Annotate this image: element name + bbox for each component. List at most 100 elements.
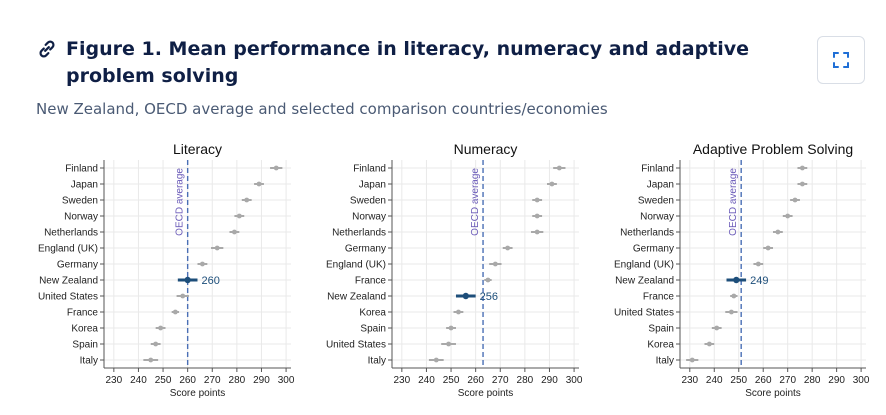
data-point [184, 276, 191, 284]
chart-title: Adaptive Problem Solving [693, 141, 853, 157]
x-tick-label: 270 [204, 375, 221, 386]
highlight-value-label: 260 [202, 275, 220, 287]
y-tick-label: Italy [80, 356, 98, 367]
y-tick-label: Germany [345, 244, 386, 255]
data-point [792, 197, 798, 203]
x-tick-label: 250 [730, 375, 747, 386]
data-point [456, 309, 461, 315]
x-tick-label: 290 [828, 375, 845, 386]
data-point [236, 213, 242, 219]
y-tick-label: France [67, 308, 99, 319]
data-point [714, 325, 720, 331]
y-tick-label: New Zealand [327, 292, 386, 303]
x-tick-label: 270 [492, 375, 509, 386]
x-tick-label: 300 [853, 375, 870, 386]
y-tick-label: England (UK) [614, 260, 674, 271]
x-tick-label: 300 [566, 375, 583, 386]
data-point [556, 165, 562, 171]
y-tick-label: New Zealand [39, 276, 98, 287]
y-tick-label: Japan [359, 180, 386, 191]
oecd-average-label: OECD average [470, 168, 481, 236]
y-tick-label: Sweden [638, 196, 674, 207]
y-tick-label: France [643, 292, 675, 303]
chart-panel-1: Literacy 230 240 250 260 270 280 290 300 Score po… [38, 141, 295, 399]
y-tick-label: Finland [65, 164, 98, 175]
expand-button[interactable] [817, 36, 865, 84]
data-point [232, 229, 237, 235]
chart-panel-2: Numeracy 230 240 250 260 270 280 290 300 Score po… [326, 141, 583, 399]
data-point [534, 213, 540, 219]
data-point [153, 341, 159, 347]
data-point [485, 277, 491, 283]
chart-title: Numeracy [454, 141, 518, 157]
data-point [731, 293, 737, 299]
y-tick-label: France [355, 276, 387, 287]
data-point [534, 197, 540, 203]
y-tick-label: Germany [57, 260, 98, 271]
y-tick-label: Sweden [350, 196, 386, 207]
y-tick-label: Spain [648, 324, 674, 335]
expand-icon [833, 52, 849, 68]
x-tick-label: 300 [278, 375, 295, 386]
y-tick-label: Netherlands [332, 228, 386, 239]
data-point [180, 293, 186, 299]
data-point [755, 261, 761, 267]
x-tick-label: 230 [105, 375, 122, 386]
chart-panel-3: Adaptive Problem Solving 230 240 250 260 270 2… [614, 141, 870, 399]
y-tick-label: United States [38, 292, 98, 303]
x-tick-label: 280 [517, 375, 534, 386]
data-point [799, 165, 805, 171]
y-tick-label: Germany [633, 244, 674, 255]
data-point [244, 197, 250, 203]
x-tick-label: 230 [681, 375, 698, 386]
x-axis-label: Score points [170, 388, 226, 399]
oecd-average-label: OECD average [728, 168, 739, 236]
y-tick-label: Sweden [62, 196, 98, 207]
x-tick-label: 270 [779, 375, 796, 386]
data-point [549, 181, 555, 187]
data-point [706, 341, 712, 347]
x-tick-label: 290 [541, 375, 558, 386]
x-tick-label: 230 [393, 375, 410, 386]
data-point [799, 181, 805, 187]
y-tick-label: Spain [360, 324, 386, 335]
y-tick-label: Korea [71, 324, 98, 335]
y-tick-label: Norway [64, 212, 98, 223]
data-point [462, 292, 470, 300]
data-point [256, 181, 262, 187]
title-row: Figure 1. Mean performance in literacy, … [36, 36, 796, 90]
y-tick-label: New Zealand [615, 276, 674, 287]
y-tick-label: England (UK) [38, 244, 98, 255]
y-tick-label: Italy [656, 356, 674, 367]
data-point [492, 261, 498, 267]
y-tick-label: Japan [647, 180, 674, 191]
y-tick-label: Italy [368, 356, 386, 367]
data-point [765, 245, 771, 251]
data-point [446, 341, 451, 347]
x-tick-label: 280 [229, 375, 246, 386]
data-point [785, 213, 791, 219]
data-point [148, 357, 154, 363]
figure-title: Figure 1. Mean performance in literacy, … [66, 38, 750, 87]
data-point [534, 229, 540, 235]
y-tick-label: Spain [72, 340, 98, 351]
data-point [172, 309, 178, 315]
figure-subtitle: New Zealand, OECD average and selected c… [36, 100, 608, 118]
y-tick-label: Netherlands [44, 228, 98, 239]
data-point [273, 165, 279, 171]
y-tick-label: Finland [353, 164, 386, 175]
link-icon[interactable] [36, 38, 58, 60]
x-tick-label: 280 [804, 375, 821, 386]
data-point [158, 325, 163, 331]
y-tick-label: Norway [352, 212, 386, 223]
charts-area: Literacy 230 240 250 260 270 280 290 300 Score po… [38, 141, 870, 399]
data-point [200, 261, 205, 267]
y-tick-label: Netherlands [620, 228, 674, 239]
y-tick-label: Korea [647, 340, 674, 351]
x-tick-label: 290 [253, 375, 270, 386]
y-tick-label: United States [326, 340, 386, 351]
x-tick-label: 260 [755, 375, 772, 386]
x-tick-label: 240 [418, 375, 435, 386]
figure-header: Figure 1. Mean performance in literacy, … [36, 36, 796, 118]
x-tick-label: 250 [443, 375, 460, 386]
